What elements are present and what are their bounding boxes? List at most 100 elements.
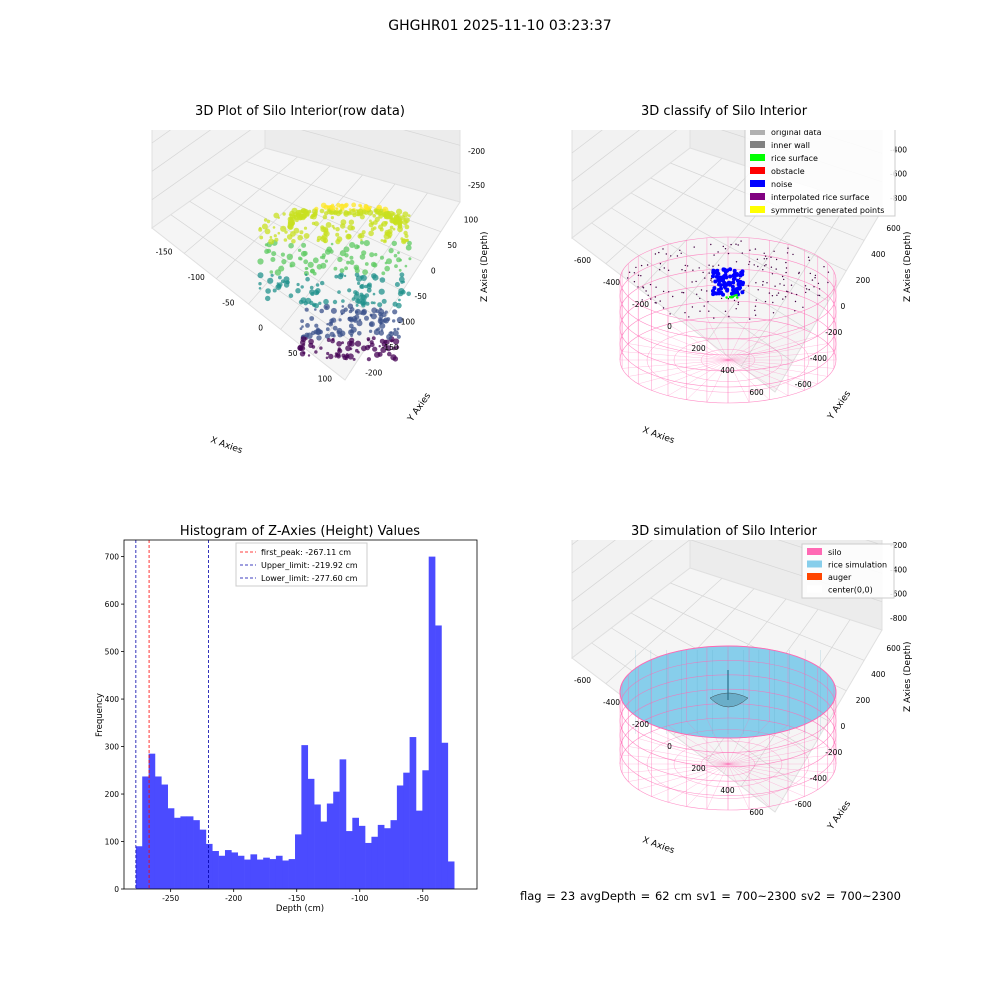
interpolated-point: [765, 264, 767, 266]
scatter-point: [307, 354, 311, 357]
noise-point: [732, 276, 737, 281]
plot1-points: [257, 202, 412, 362]
scatter-point: [300, 319, 304, 323]
scatter-point: [377, 302, 383, 308]
interpolated-point: [720, 297, 723, 300]
scatter-point: [386, 334, 393, 340]
histogram-chart: -250 -200 -150 -100 -50 0 100 200 300 400 500 600 70…: [95, 539, 478, 914]
scatter-point: [315, 283, 320, 287]
interpolated-point: [787, 291, 789, 293]
scatter-point: [292, 219, 295, 223]
scatter-point: [398, 298, 401, 302]
scatter-point: [349, 255, 354, 260]
plot1-ticks: -150-100-50050100-200-150-100-50050100-5…: [156, 147, 486, 383]
scatter-point: [269, 235, 273, 239]
z-tick-label: -250: [468, 181, 485, 190]
rice-surface-point: [735, 293, 738, 297]
interpolated-point: [628, 271, 631, 273]
interpolated-point: [662, 248, 664, 250]
scatter-point: [348, 219, 355, 225]
interpolated-point: [679, 249, 681, 251]
histogram-bar: [269, 859, 277, 889]
histogram-ticks: -250 -200 -150 -100 -50 0 100 200 300 400 500 600 70…: [105, 553, 429, 903]
scatter-point: [313, 303, 319, 309]
scatter-point: [338, 318, 342, 322]
histogram-bar: [199, 829, 207, 889]
scatter-point: [339, 250, 346, 257]
scatter-point: [392, 212, 396, 216]
scatter-point: [315, 291, 320, 295]
scatter-point: [305, 323, 310, 328]
scatter-point: [298, 299, 304, 305]
interpolated-point: [642, 287, 645, 289]
legend-label: center(0,0): [828, 586, 873, 595]
scatter-point: [384, 214, 389, 218]
histogram-title: Histogram of Z-Axies (Height) Values: [179, 524, 421, 539]
interpolated-point: [817, 282, 820, 285]
interpolated-point: [662, 307, 665, 309]
scatter-point: [347, 316, 352, 322]
x-tick-label: 50: [288, 349, 298, 358]
scatter-point: [257, 258, 264, 265]
histogram-bar: [193, 820, 200, 889]
y-tick-label: 0: [114, 885, 119, 894]
noise-point: [711, 292, 716, 297]
scatter-point: [369, 252, 375, 258]
x-tick-label: -400: [603, 698, 620, 707]
interpolated-point: [740, 240, 742, 242]
rice-surface-point: [730, 295, 733, 298]
scatter-point: [296, 213, 300, 216]
legend-label: noise: [771, 180, 792, 189]
scatter-point: [399, 272, 405, 278]
x-tick-label: -150: [156, 248, 173, 257]
legend-swatch: [750, 206, 765, 213]
interpolated-point: [814, 274, 817, 277]
plot1-zlabel: Z Axies (Depth): [480, 231, 490, 302]
interpolated-point: [712, 265, 714, 267]
interpolated-point: [655, 302, 657, 304]
scatter-point: [309, 285, 314, 290]
plot4-xlabel: X Axies: [641, 835, 676, 856]
scatter-point: [396, 327, 400, 331]
noise-point: [723, 274, 728, 279]
scatter-point: [341, 299, 345, 303]
scatter-point: [308, 342, 314, 348]
scatter-point: [311, 221, 316, 226]
scatter-point: [377, 210, 383, 216]
interpolated-point: [802, 306, 804, 308]
scatter-point: [330, 216, 334, 220]
histogram-vlines: [135, 540, 209, 889]
y-tick-label: 500: [105, 648, 120, 657]
scatter-point: [264, 243, 268, 247]
scatter-point: [401, 238, 407, 243]
y-tick-label: -200: [825, 328, 842, 337]
interpolated-point: [727, 298, 730, 300]
scatter-point: [352, 357, 356, 361]
scatter-point: [323, 303, 330, 311]
scatter-point: [314, 308, 317, 311]
noise-point: [718, 283, 723, 288]
scatter-point: [408, 257, 412, 261]
interpolated-point: [764, 255, 767, 257]
interpolated-point: [749, 249, 751, 251]
scatter-point: [336, 202, 341, 208]
scatter-point: [351, 202, 357, 208]
z-tick-label: -200: [890, 541, 907, 550]
histogram-bar: [333, 791, 340, 889]
scatter-point: [319, 346, 323, 350]
interpolated-point: [818, 294, 821, 297]
interpolated-point: [681, 269, 683, 271]
plot2-xlabel: X Axies: [641, 425, 676, 446]
histogram-bar: [358, 825, 366, 889]
interpolated-point: [667, 269, 670, 271]
interpolated-point: [786, 252, 789, 254]
interpolated-point: [754, 309, 756, 312]
scatter-point: [379, 227, 384, 232]
scatter-point: [356, 212, 361, 217]
interpolated-point: [782, 298, 784, 300]
scatter-point: [303, 226, 308, 230]
scatter-point: [396, 208, 403, 215]
scatter-point: [324, 333, 331, 339]
plot1-ylabel: Y Axies: [406, 391, 434, 424]
interpolated-point: [762, 280, 764, 283]
